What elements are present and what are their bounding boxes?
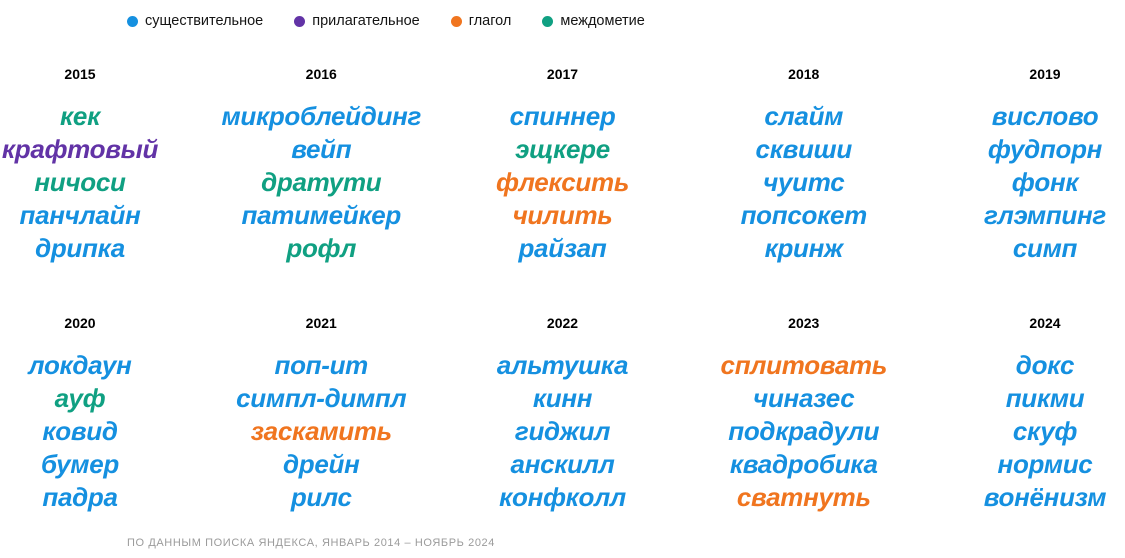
word-item: спиннер bbox=[509, 101, 616, 131]
word-item: эщкере bbox=[515, 134, 610, 164]
legend-dot-icon bbox=[127, 15, 138, 27]
word-item: патимейкер bbox=[241, 200, 402, 230]
word-item: сплитовать bbox=[720, 350, 888, 380]
word-item: падра bbox=[42, 482, 118, 512]
word-item: пикми bbox=[1005, 383, 1085, 413]
legend-item-interjection: междометие bbox=[542, 13, 645, 29]
year-column-2019: 2019 вислово фудпорн фонк глэмпинг симп bbox=[965, 67, 1125, 265]
legend-dot-icon bbox=[294, 15, 306, 27]
word-item: попсокет bbox=[740, 200, 868, 230]
word-item: гиджил bbox=[514, 416, 611, 446]
year-column-2020: 2020 локдаун ауф ковид бумер падра bbox=[0, 316, 160, 514]
word-item: глэмпинг bbox=[984, 200, 1106, 230]
years-row-top: 2015 кек крафтовый ничоси панчлайн дрипка 2016… bbox=[0, 67, 1125, 265]
legend-dot-icon bbox=[542, 15, 554, 27]
word-item: фудпорн bbox=[987, 134, 1103, 164]
word-item: панчлайн bbox=[19, 200, 141, 230]
legend-item-verb: глагол bbox=[450, 13, 512, 29]
word-item: нормис bbox=[997, 449, 1093, 479]
year-label: 2023 bbox=[788, 315, 820, 331]
word-item: альтушка bbox=[496, 350, 629, 380]
year-column-2016: 2016 микроблейдинг вейп дратути патимейкер ро… bbox=[221, 66, 421, 265]
word-item: чиназес bbox=[753, 383, 855, 413]
word-item: чуитс bbox=[763, 167, 845, 197]
legend-label: глагол bbox=[468, 13, 512, 29]
year-column-2018: 2018 слайм сквиши чуитс попсокет кринж bbox=[724, 67, 884, 265]
word-item: локдаун bbox=[28, 350, 132, 380]
word-item: кинн bbox=[532, 383, 593, 413]
word-item: флексить bbox=[496, 167, 629, 197]
year-label: 2021 bbox=[305, 315, 337, 331]
word-item: вислово bbox=[991, 101, 1099, 131]
year-label: 2019 bbox=[1029, 66, 1061, 82]
legend-dot-icon bbox=[450, 15, 462, 27]
word-item: фонк bbox=[1011, 167, 1079, 197]
legend-label: прилагательное bbox=[312, 13, 420, 29]
word-item: райзап bbox=[518, 233, 607, 263]
word-item: кек bbox=[60, 101, 100, 131]
year-label: 2022 bbox=[546, 315, 579, 331]
word-item: кринж bbox=[764, 233, 844, 263]
year-label: 2024 bbox=[1029, 315, 1061, 331]
word-item: бумер bbox=[41, 449, 119, 479]
word-item: подкрадули bbox=[728, 416, 880, 446]
word-item: сватнуть bbox=[736, 482, 871, 512]
legend: существительное прилагательное глагол междо… bbox=[127, 13, 645, 29]
year-column-2015: 2015 кек крафтовый ничоси панчлайн дрипка bbox=[0, 67, 160, 265]
word-item: симп bbox=[1012, 233, 1078, 263]
year-column-2021: 2021 поп-ит симпл-димпл заскамить дрейн рилс bbox=[236, 315, 407, 514]
word-item: квадробика bbox=[729, 449, 878, 479]
word-item: конфколл bbox=[499, 482, 626, 512]
year-column-2017: 2017 спиннер эщкере флексить чилить райзап bbox=[483, 67, 643, 265]
word-item: ковид bbox=[42, 416, 118, 446]
word-item: поп-ит bbox=[274, 350, 368, 380]
year-column-2024: 2024 докс пикми скуф нормис вонёнизм bbox=[965, 316, 1125, 514]
word-item: дратути bbox=[261, 167, 382, 197]
word-item: ауф bbox=[54, 383, 106, 413]
source-note: ПО ДАННЫМ ПОИСКА ЯНДЕКСА, ЯНВАРЬ 2014 – … bbox=[127, 537, 495, 549]
word-item: заскамить bbox=[250, 416, 392, 446]
legend-label: существительное bbox=[145, 13, 264, 29]
word-item: сквиши bbox=[755, 134, 853, 164]
word-item: крафтовый bbox=[1, 134, 159, 164]
word-item: симпл-димпл bbox=[236, 383, 407, 413]
year-label: 2016 bbox=[305, 66, 337, 82]
legend-label: междометие bbox=[560, 13, 645, 29]
legend-item-noun: существительное bbox=[127, 13, 263, 29]
word-item: дрейн bbox=[282, 449, 360, 479]
word-item: слайм bbox=[764, 101, 844, 131]
year-label: 2015 bbox=[64, 66, 96, 82]
year-column-2023: 2023 сплитовать чиназес подкрадули квадробик… bbox=[720, 315, 888, 514]
word-item: вонёнизм bbox=[983, 482, 1107, 512]
year-column-2022: 2022 альтушка кинн гиджил анскилл конфколл bbox=[483, 316, 643, 514]
word-item: рофл bbox=[286, 233, 357, 263]
word-item: дрипка bbox=[35, 233, 125, 263]
word-item: чилить bbox=[512, 200, 613, 230]
word-item: рилс bbox=[290, 482, 352, 512]
year-label: 2018 bbox=[788, 66, 820, 82]
word-item: микроблейдинг bbox=[221, 101, 422, 131]
years-row-bottom: 2020 локдаун ауф ковид бумер падра 2021 поп-ит с… bbox=[0, 316, 1125, 514]
word-item: докс bbox=[1015, 350, 1075, 380]
word-item: вейп bbox=[291, 134, 352, 164]
legend-item-adjective: прилагательное bbox=[294, 13, 420, 29]
word-item: ничоси bbox=[34, 167, 126, 197]
word-item: скуф bbox=[1012, 416, 1078, 446]
year-label: 2017 bbox=[546, 66, 579, 82]
year-label: 2020 bbox=[64, 315, 96, 331]
word-item: анскилл bbox=[510, 449, 615, 479]
